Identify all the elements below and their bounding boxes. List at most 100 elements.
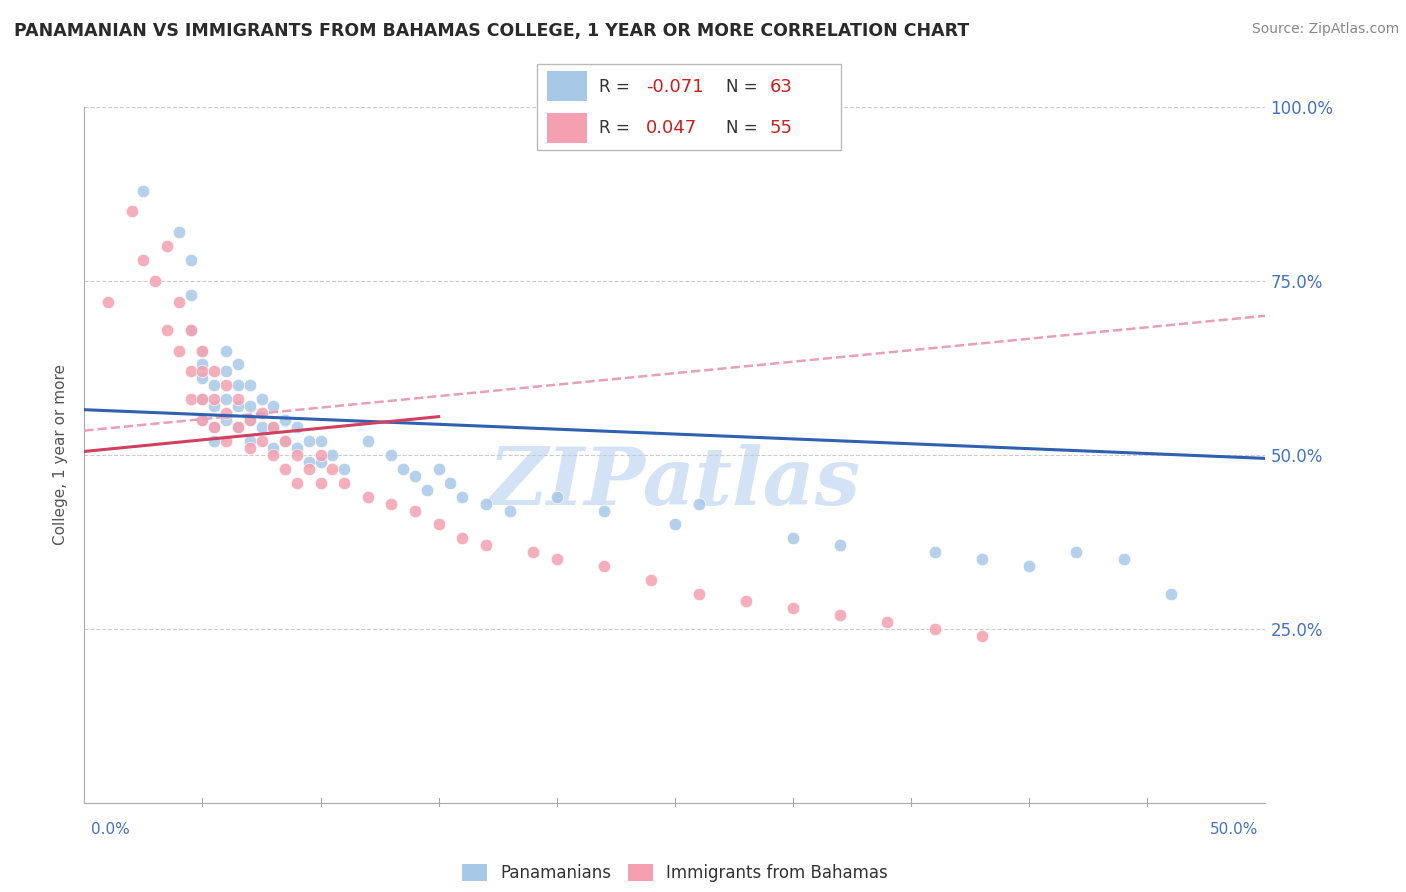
Point <box>226 378 249 392</box>
Point <box>427 517 450 532</box>
Point <box>262 448 284 462</box>
Legend: Panamanians, Immigrants from Bahamas: Panamanians, Immigrants from Bahamas <box>456 857 894 888</box>
Text: 0.0%: 0.0% <box>91 822 131 837</box>
Point <box>250 434 273 448</box>
Point <box>215 364 238 378</box>
Point <box>546 552 568 566</box>
Point <box>191 364 214 378</box>
Point <box>167 294 190 309</box>
Point <box>132 253 155 268</box>
Point <box>180 253 202 268</box>
Point <box>321 448 343 462</box>
Text: N =: N = <box>725 78 763 95</box>
Point <box>239 399 262 413</box>
Point <box>970 552 993 566</box>
Point <box>274 434 297 448</box>
Point <box>274 413 297 427</box>
FancyBboxPatch shape <box>547 113 586 143</box>
Point <box>191 343 214 358</box>
Y-axis label: College, 1 year or more: College, 1 year or more <box>53 365 69 545</box>
Point <box>250 406 273 420</box>
Point <box>392 462 415 476</box>
Point <box>239 378 262 392</box>
Point <box>274 462 297 476</box>
Point <box>226 399 249 413</box>
Point <box>226 420 249 434</box>
Point <box>782 601 804 615</box>
Point <box>202 392 225 407</box>
Point <box>593 559 616 574</box>
Text: R =: R = <box>599 78 636 95</box>
Point <box>226 392 249 407</box>
Point <box>180 288 202 302</box>
FancyBboxPatch shape <box>537 64 841 150</box>
Point <box>688 587 710 601</box>
Point <box>191 392 214 407</box>
Point <box>380 497 402 511</box>
Text: 63: 63 <box>769 78 792 95</box>
Point <box>321 462 343 476</box>
Point <box>143 274 166 288</box>
Point <box>250 392 273 407</box>
FancyBboxPatch shape <box>547 71 586 101</box>
Point <box>404 468 426 483</box>
Point <box>924 622 946 636</box>
Point <box>298 455 321 469</box>
Point <box>734 594 756 608</box>
Point <box>475 497 498 511</box>
Point <box>416 483 439 497</box>
Point <box>782 532 804 546</box>
Point <box>239 434 262 448</box>
Point <box>191 392 214 407</box>
Point <box>132 184 155 198</box>
Point <box>239 413 262 427</box>
Point <box>180 323 202 337</box>
Point <box>451 532 474 546</box>
Point <box>97 294 120 309</box>
Point <box>156 239 179 253</box>
Point <box>202 434 225 448</box>
Point <box>333 462 356 476</box>
Point <box>285 448 308 462</box>
Point <box>309 455 332 469</box>
Point <box>285 475 308 490</box>
Point <box>546 490 568 504</box>
Point <box>380 448 402 462</box>
Point <box>215 406 238 420</box>
Point <box>1112 552 1135 566</box>
Point <box>215 343 238 358</box>
Point <box>215 413 238 427</box>
Point <box>191 413 214 427</box>
Point <box>427 462 450 476</box>
Point <box>333 475 356 490</box>
Point <box>298 434 321 448</box>
Point <box>404 503 426 517</box>
Point <box>191 343 214 358</box>
Point <box>239 413 262 427</box>
Point <box>285 420 308 434</box>
Point <box>239 441 262 455</box>
Point <box>688 497 710 511</box>
Point <box>262 420 284 434</box>
Point <box>830 538 852 552</box>
Text: N =: N = <box>725 119 763 136</box>
Point <box>202 399 225 413</box>
Point <box>215 378 238 392</box>
Point <box>250 420 273 434</box>
Point <box>522 545 544 559</box>
Point <box>439 475 461 490</box>
Text: Source: ZipAtlas.com: Source: ZipAtlas.com <box>1251 22 1399 37</box>
Text: -0.071: -0.071 <box>645 78 703 95</box>
Point <box>202 364 225 378</box>
Point <box>309 434 332 448</box>
Point <box>357 490 380 504</box>
Point <box>262 399 284 413</box>
Point <box>876 615 898 629</box>
Point <box>1160 587 1182 601</box>
Text: 0.047: 0.047 <box>645 119 697 136</box>
Point <box>298 462 321 476</box>
Point <box>475 538 498 552</box>
Point <box>180 364 202 378</box>
Point <box>167 343 190 358</box>
Point <box>262 441 284 455</box>
